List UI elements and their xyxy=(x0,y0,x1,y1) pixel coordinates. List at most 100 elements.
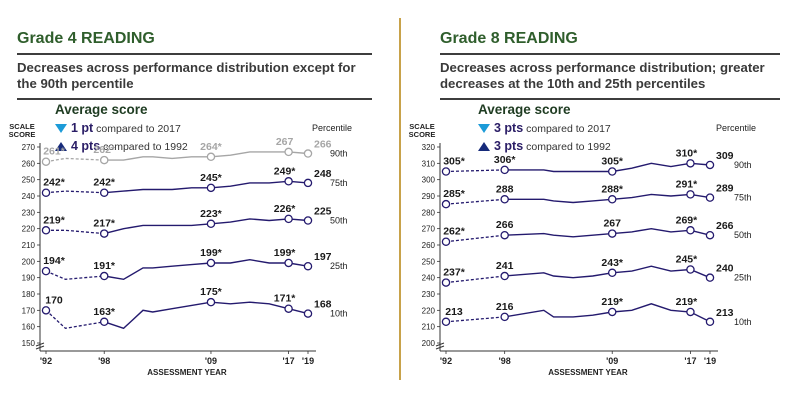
data-point xyxy=(41,266,51,276)
change-1992: 3 pts compared to 1992 xyxy=(478,139,611,153)
data-point xyxy=(607,268,617,278)
data-point xyxy=(441,237,451,246)
data-point xyxy=(500,195,509,204)
y-tick-label: 230 xyxy=(422,290,436,299)
series-name-label: 75th xyxy=(330,178,348,188)
data-label: 245* xyxy=(676,254,699,266)
y-tick-label: 230 xyxy=(22,208,36,217)
arrow-up-icon xyxy=(55,142,67,151)
y-tick-label: 260 xyxy=(22,159,36,168)
data-point xyxy=(41,306,51,315)
series-name-label: 90th xyxy=(734,160,752,170)
title-rule xyxy=(440,53,780,55)
title-rule xyxy=(17,53,372,55)
y-tick-label: 180 xyxy=(22,290,36,299)
data-label: 305* xyxy=(601,156,624,168)
x-tick-label: '17 xyxy=(283,356,295,366)
data-point xyxy=(686,226,695,235)
data-point xyxy=(607,307,617,317)
change-1992: 4 pts compared to 1992 xyxy=(55,139,188,153)
avg-score-label: Average score xyxy=(55,102,148,117)
data-point xyxy=(41,188,51,197)
y-tick-label: 300 xyxy=(422,176,436,185)
data-point xyxy=(441,167,451,176)
series-line xyxy=(104,180,309,194)
series-line-dashed xyxy=(45,270,105,280)
panel-title: Grade 4 READING xyxy=(17,30,155,47)
data-label: 261* xyxy=(43,146,66,158)
data-point xyxy=(500,271,509,281)
series-name-label: 90th xyxy=(330,149,348,159)
data-point xyxy=(303,216,313,225)
data-point xyxy=(705,273,715,282)
data-label: 269* xyxy=(676,214,699,226)
grade4-percentile-chart: SCALE SCORE Percentile 150 160 170 180 190 200 21… xyxy=(9,122,352,377)
data-point xyxy=(99,271,109,281)
y-tick-label: 290 xyxy=(422,192,436,201)
data-label: 163* xyxy=(93,306,116,318)
axis-break-mark xyxy=(35,342,45,350)
data-label: 306* xyxy=(494,154,517,166)
data-label: 191* xyxy=(93,260,116,272)
data-label: 262* xyxy=(443,226,466,238)
data-point xyxy=(206,258,216,268)
data-point xyxy=(500,230,509,240)
y-tick-label: 150 xyxy=(22,339,36,348)
x-tick-label: '98 xyxy=(98,356,110,366)
data-point xyxy=(284,258,293,268)
change-1992-value: 3 pts xyxy=(494,139,524,153)
data-point xyxy=(99,229,109,238)
x-tick-label: '17 xyxy=(684,356,696,366)
data-point xyxy=(284,304,293,313)
data-point xyxy=(686,159,695,168)
y-tick-label: 190 xyxy=(22,274,36,283)
data-point xyxy=(284,147,293,157)
x-tick-label: '98 xyxy=(499,356,511,366)
data-label: 266 xyxy=(496,219,514,231)
data-point xyxy=(686,265,695,274)
x-axis-title: ASSESSMENT YEAR xyxy=(147,368,227,377)
panel-divider xyxy=(399,18,401,380)
data-point xyxy=(500,312,509,322)
x-tick-label: '19 xyxy=(704,356,716,366)
y-tick-label: 170 xyxy=(22,306,36,315)
data-label: 288 xyxy=(496,183,514,195)
subtitle-rule xyxy=(17,98,372,100)
series-name-label: 50th xyxy=(734,230,752,240)
series-line-dashed xyxy=(46,229,105,235)
series-name-label: 10th xyxy=(734,317,752,327)
change-2017-value: 3 pts xyxy=(494,121,524,135)
y-tick-label: 200 xyxy=(22,257,36,266)
data-point xyxy=(686,190,695,199)
data-label: 194* xyxy=(43,255,66,267)
y-tick-label: 220 xyxy=(422,306,436,315)
data-label: 216 xyxy=(496,301,514,313)
data-label: 213 xyxy=(716,307,734,319)
y-tick-label: 260 xyxy=(422,241,436,250)
data-label: 171* xyxy=(274,293,297,305)
x-axis-title: ASSESSMENT YEAR xyxy=(548,368,628,377)
data-point xyxy=(284,214,293,224)
y-axis-title-line: SCORE xyxy=(9,130,36,139)
data-point xyxy=(41,226,51,235)
data-point xyxy=(99,188,109,197)
series-line xyxy=(104,258,309,281)
arrow-down-icon xyxy=(55,124,67,133)
data-point xyxy=(705,230,715,240)
series-name-label: 75th xyxy=(734,193,752,203)
series-name-label: 50th xyxy=(330,216,348,226)
data-label: 305* xyxy=(443,156,466,168)
data-point xyxy=(705,317,715,327)
data-point xyxy=(607,229,617,238)
data-label: 170 xyxy=(45,294,63,306)
data-point xyxy=(206,183,216,193)
y-tick-label: 280 xyxy=(422,208,436,217)
series-line xyxy=(104,218,309,235)
change-1992-text: compared to 1992 xyxy=(103,141,188,153)
data-point xyxy=(686,307,695,317)
data-point xyxy=(206,152,216,162)
series-line xyxy=(504,193,711,204)
data-point xyxy=(284,177,293,186)
y-tick-label: 250 xyxy=(422,257,436,266)
arrow-up-icon xyxy=(478,142,490,151)
